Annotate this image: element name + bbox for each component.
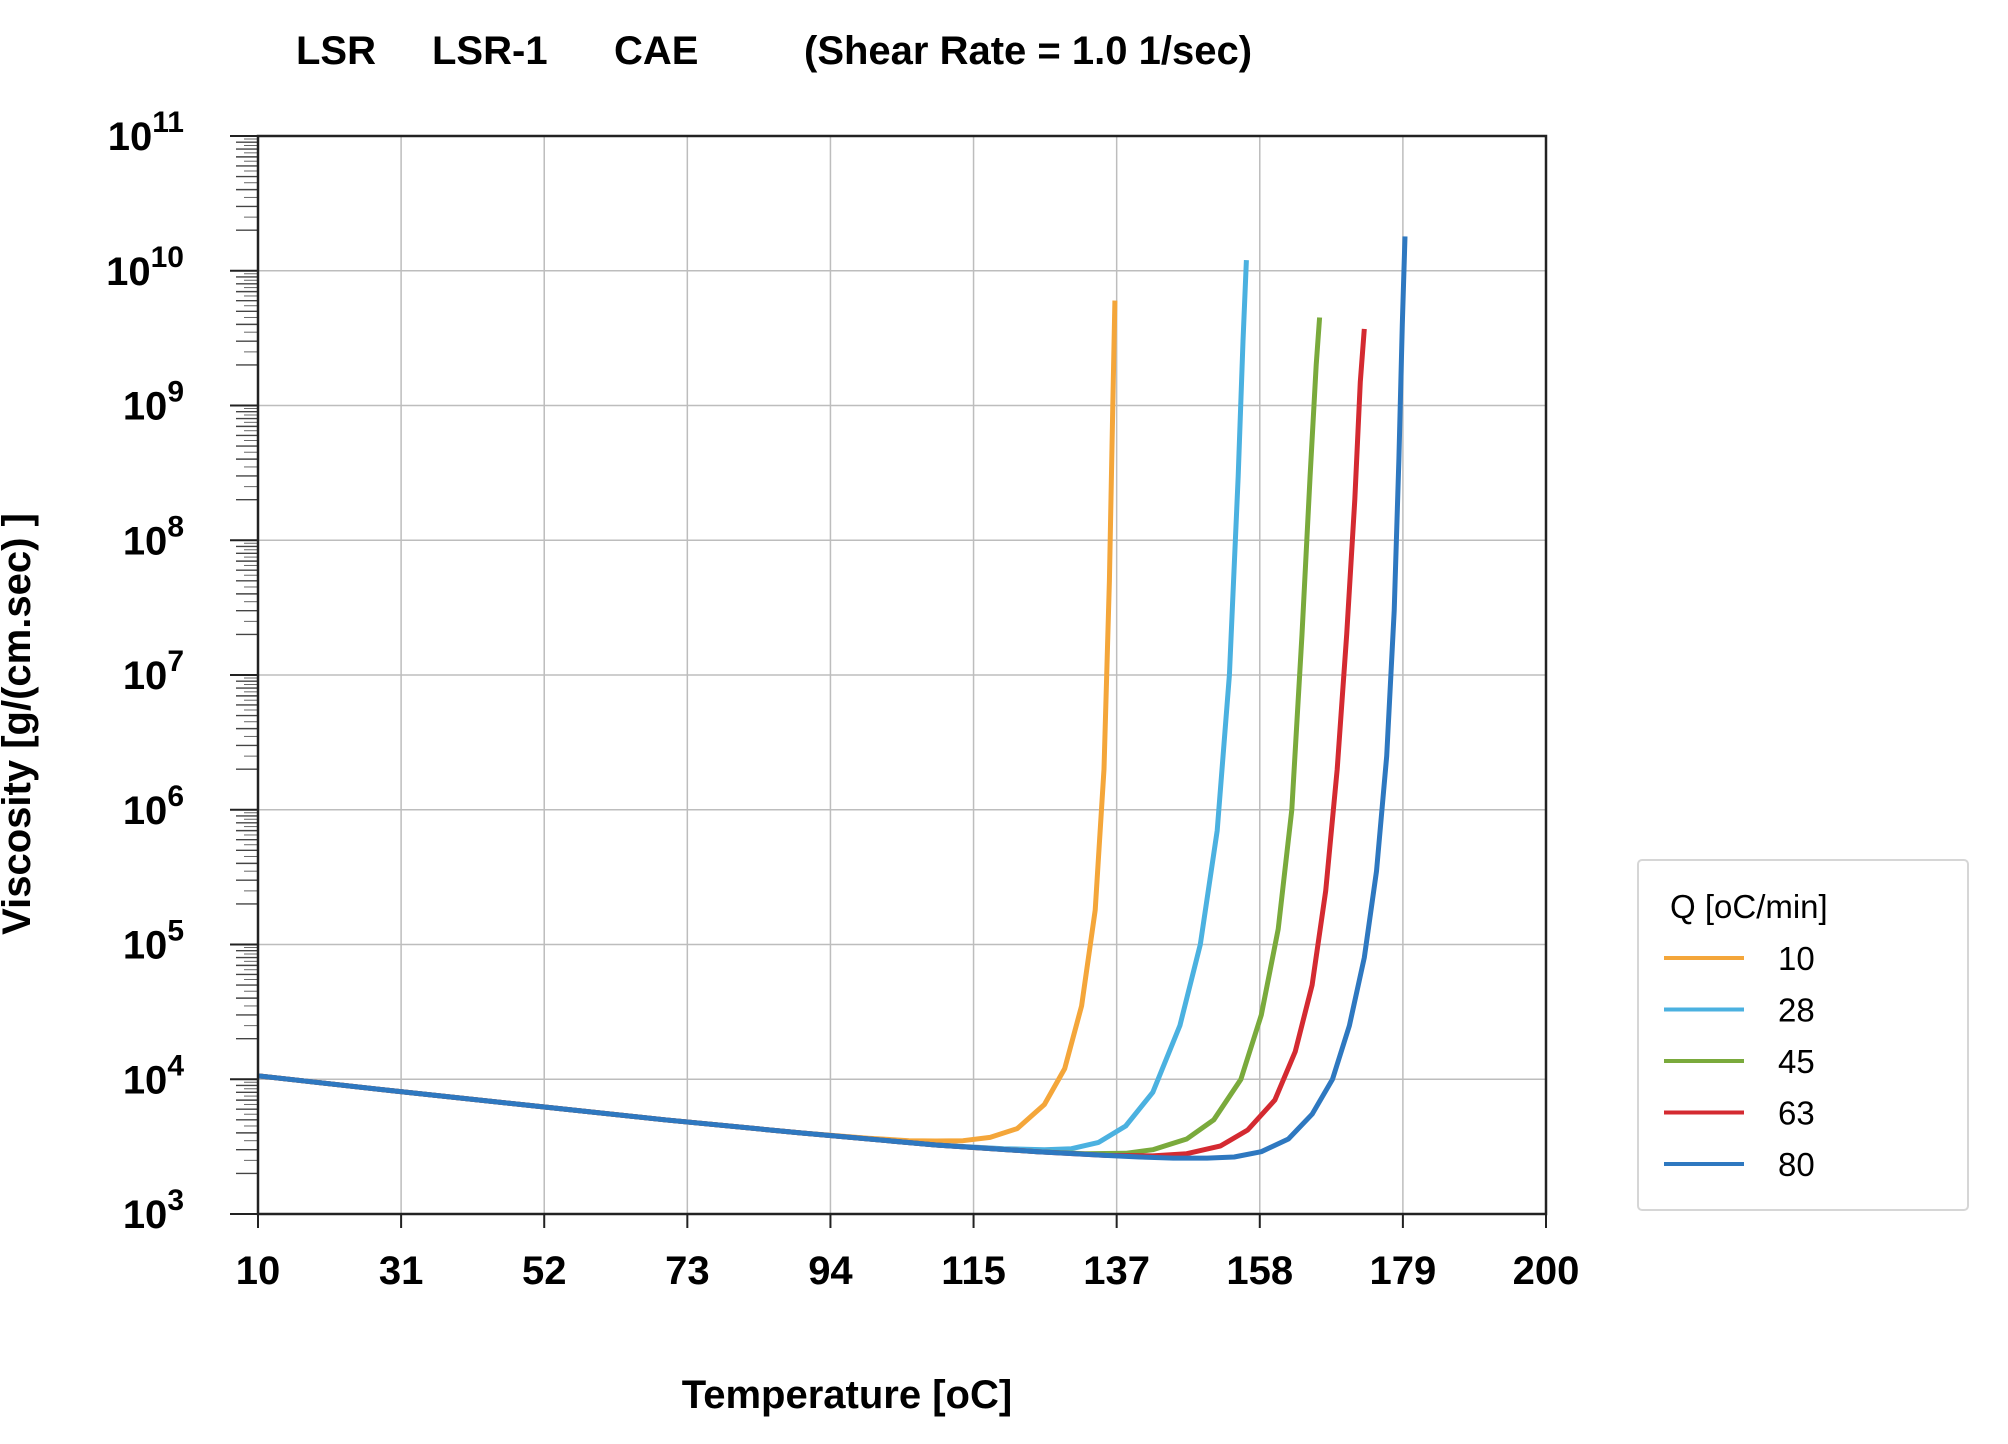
x-tick-label: 31 (379, 1249, 424, 1293)
x-tick-label: 52 (522, 1249, 567, 1293)
legend-label-28: 28 (1778, 992, 1815, 1029)
y-tick-label: 1011 (108, 106, 184, 159)
y-tick-label: 108 (123, 510, 184, 563)
y-tick-labels: 103 104 105 106 107 108 109 1010 1011 (106, 106, 184, 1237)
x-tick-label: 137 (1083, 1249, 1150, 1293)
x-tick-label: 158 (1226, 1249, 1293, 1293)
title-material: LSR (296, 29, 376, 73)
legend-label-80: 80 (1778, 1146, 1815, 1183)
series-lines (257, 236, 1408, 1161)
x-tick-label: 10 (236, 1249, 281, 1293)
y-tick-label: 105 (123, 915, 184, 968)
y-tick-label: 103 (123, 1184, 184, 1237)
y-axis-title: Viscosity [g/(cm.sec) ] (0, 513, 39, 935)
y-tick-label: 1010 (106, 241, 184, 294)
x-tick-labels: 10 31 52 73 94 115 137 158 179 200 (236, 1249, 1580, 1293)
chart-title: LSR LSR-1 CAE (Shear Rate = 1.0 1/sec) (296, 29, 1252, 73)
series-line-80 (257, 236, 1408, 1161)
legend-label-45: 45 (1778, 1043, 1815, 1080)
legend-label-10: 10 (1778, 940, 1815, 977)
y-minor-ticks (230, 135, 258, 1215)
plot-border (256, 134, 1548, 1216)
x-tick-label: 73 (665, 1249, 710, 1293)
legend-items: 10 28 45 63 80 (1664, 940, 1815, 1183)
title-shear-rate: (Shear Rate = 1.0 1/sec) (804, 29, 1252, 73)
legend-box (1637, 859, 1969, 1211)
x-axis-title: Temperature [oC] (682, 1373, 1012, 1417)
x-tick-label: 115 (941, 1249, 1006, 1293)
title-grade: LSR-1 (432, 29, 548, 73)
y-tick-label: 104 (123, 1049, 185, 1102)
legend: Q [oC/min] 10 28 45 63 80 (1637, 859, 1969, 1211)
x-tick-label: 200 (1513, 1249, 1580, 1293)
x-tick-label: 179 (1370, 1249, 1437, 1293)
title-source: CAE (614, 29, 698, 73)
y-tick-label: 109 (123, 376, 184, 429)
legend-label-63: 63 (1778, 1095, 1815, 1132)
y-tick-label: 106 (123, 780, 184, 833)
legend-title: Q [oC/min] (1670, 888, 1828, 925)
y-tick-label: 107 (123, 645, 184, 698)
x-tick-label: 94 (808, 1249, 853, 1293)
